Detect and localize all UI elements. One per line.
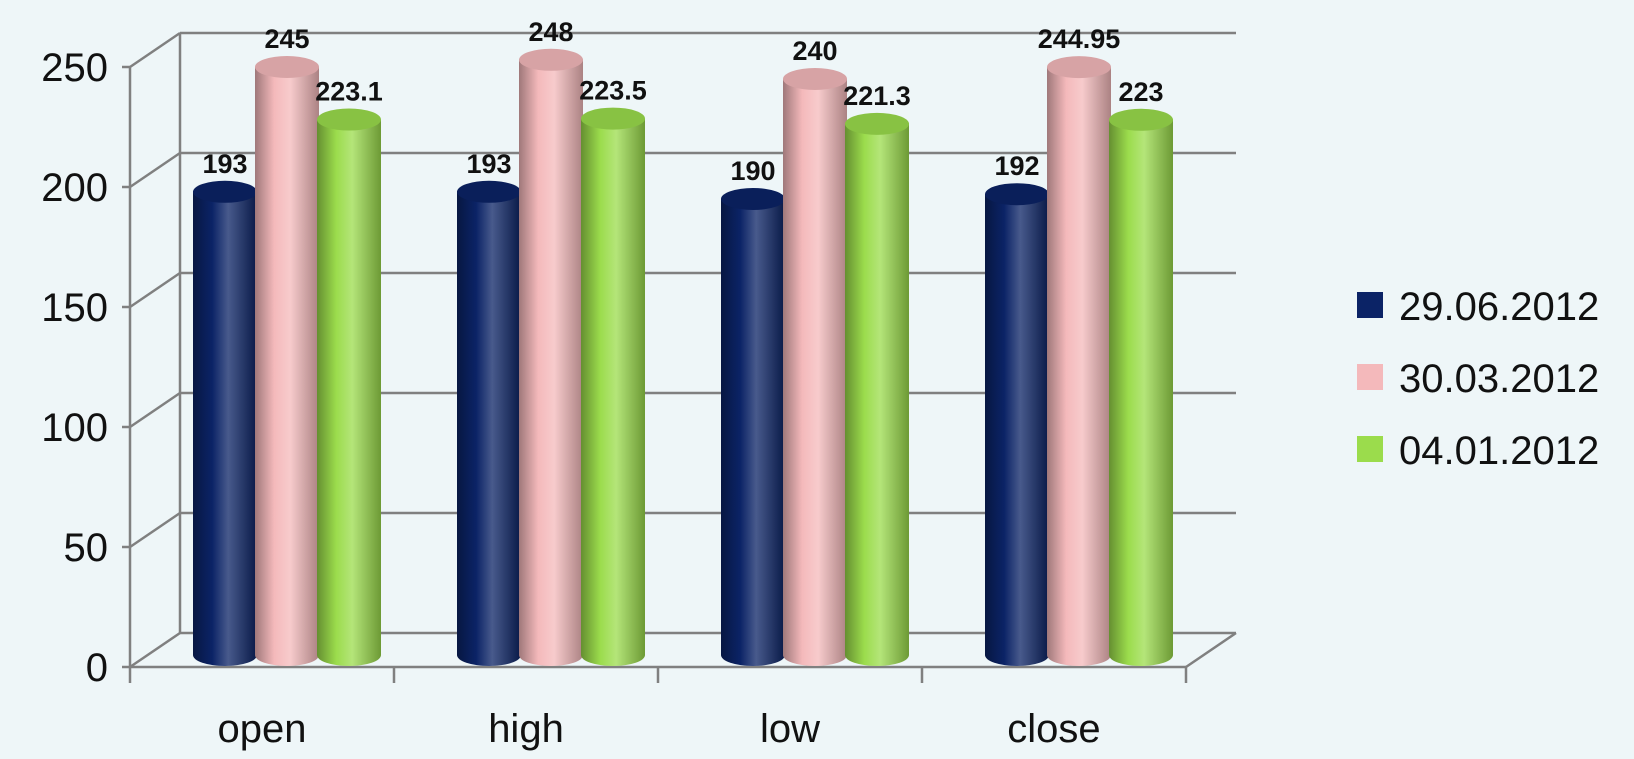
- bar-body: [721, 199, 785, 666]
- y-tick-label: 250: [41, 46, 108, 90]
- data-label: 245: [264, 24, 309, 54]
- bar-body: [519, 59, 583, 667]
- bar-body: [1047, 67, 1111, 667]
- bar: [255, 56, 319, 666]
- bar-body: [193, 191, 257, 667]
- bar-body: [457, 191, 521, 667]
- y-tick-label: 0: [86, 646, 108, 690]
- data-label: 248: [528, 17, 573, 47]
- legend: 29.06.2012 30.03.2012 04.01.2012: [1357, 285, 1599, 473]
- legend-swatch: [1357, 364, 1383, 390]
- bar: [519, 48, 583, 667]
- bar-top: [581, 107, 645, 130]
- bar: [193, 180, 257, 667]
- chart-walls: [178, 33, 1237, 669]
- bar: [581, 107, 645, 667]
- legend-label: 29.06.2012: [1399, 285, 1599, 329]
- gridline-diagonal: [129, 631, 181, 669]
- x-tick-label: high: [488, 707, 564, 751]
- bar: [1109, 108, 1173, 667]
- legend-label: 30.03.2012: [1399, 357, 1599, 401]
- bar-body: [317, 119, 381, 666]
- bar-body: [581, 118, 645, 667]
- gridline-diagonal: [129, 391, 181, 429]
- bar: [317, 108, 381, 666]
- bar-top: [193, 180, 257, 203]
- data-label: 221.3: [843, 81, 911, 111]
- data-label: 244.95: [1038, 24, 1121, 54]
- bar: [783, 68, 847, 666]
- bar-body: [845, 123, 909, 666]
- bar-top: [519, 48, 583, 71]
- legend-swatch: [1357, 436, 1383, 462]
- bar-top: [985, 183, 1049, 206]
- data-label: 193: [202, 149, 247, 179]
- x-tick-label: open: [218, 707, 307, 751]
- legend-label: 04.01.2012: [1399, 429, 1599, 473]
- x-tick-label: close: [1007, 707, 1100, 751]
- bar-top: [317, 108, 381, 131]
- bar-top: [1047, 56, 1111, 79]
- bar: [1047, 56, 1111, 667]
- y-tick-label: 150: [41, 286, 108, 330]
- gridline-diagonal: [129, 31, 181, 69]
- data-label: 192: [994, 151, 1039, 181]
- gridline-diagonal: [129, 511, 181, 549]
- data-label: 223.1: [315, 77, 383, 107]
- data-label: 193: [466, 149, 511, 179]
- data-label: 223.5: [579, 76, 647, 106]
- data-label: 190: [730, 156, 775, 186]
- bar: [457, 180, 521, 667]
- bar: [721, 188, 785, 666]
- bar-top: [255, 56, 319, 78]
- bar-body: [783, 79, 847, 666]
- bar: [845, 112, 909, 666]
- y-tick-label: 200: [41, 166, 108, 210]
- bar-body: [255, 67, 319, 666]
- bars: [193, 48, 1173, 667]
- y-tick-label: 100: [41, 406, 108, 450]
- y-tick-label: 50: [64, 526, 109, 570]
- legend-swatch: [1357, 292, 1383, 318]
- bar-top: [457, 180, 521, 203]
- bar-body: [985, 194, 1049, 666]
- data-label: 223: [1118, 77, 1163, 107]
- gridline-diagonal: [129, 271, 181, 309]
- bar-top: [721, 188, 785, 210]
- axes: 0 50 100 150 200 250 open high low close: [41, 46, 1188, 751]
- x-tick-label: low: [760, 707, 820, 751]
- bar-top: [845, 112, 909, 135]
- floor-edge: [1185, 631, 1237, 669]
- bar-top: [1109, 108, 1173, 131]
- data-label: 240: [792, 36, 837, 66]
- bar-top: [783, 68, 847, 90]
- bar-body: [1109, 119, 1173, 667]
- bar: [985, 183, 1049, 666]
- gridline-diagonal: [129, 151, 181, 189]
